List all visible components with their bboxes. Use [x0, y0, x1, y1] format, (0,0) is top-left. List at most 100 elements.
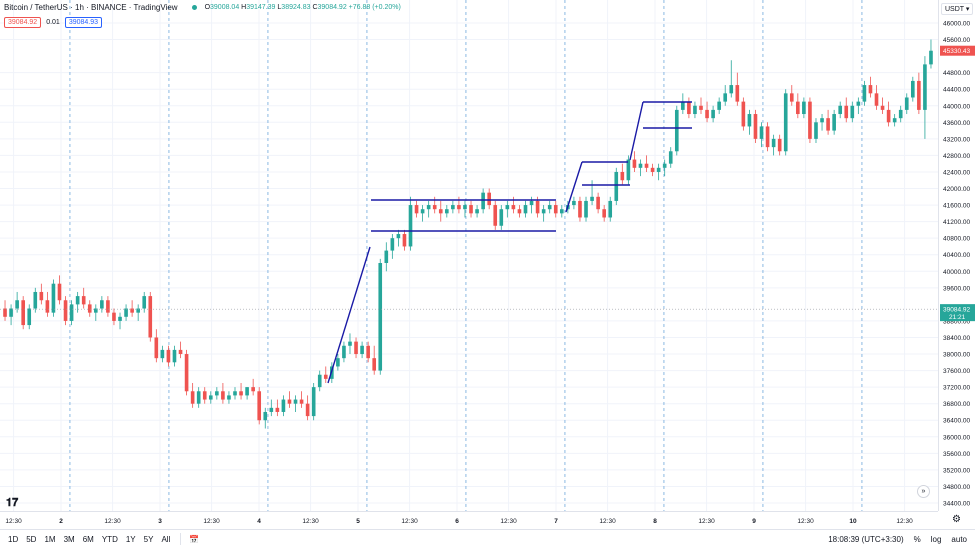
candle	[481, 188, 485, 214]
open-value: 39008.04	[210, 4, 240, 11]
candle-body	[535, 200, 540, 214]
candle	[15, 291, 19, 313]
chart-plot-area[interactable]	[0, 0, 938, 511]
candle	[844, 97, 849, 123]
timeframe-ytd[interactable]: YTD	[101, 534, 118, 544]
timeframe-1d[interactable]: 1D	[8, 534, 19, 544]
candle	[402, 229, 407, 251]
candle-body	[620, 171, 625, 181]
candle	[886, 101, 891, 127]
time-axis[interactable]: 12:30 2 12:30 3 12:30 4 12:30 5 12:30 6 12:30 7 12:3…	[0, 511, 938, 529]
candle-body	[838, 105, 843, 115]
candle	[650, 163, 655, 177]
timeframe-1y[interactable]: 1Y	[125, 534, 136, 544]
candle	[499, 205, 504, 230]
candle-body	[475, 209, 479, 214]
log-toggle[interactable]: log	[930, 534, 942, 544]
candle-body	[693, 105, 697, 115]
candle	[517, 205, 522, 218]
candle-body	[245, 387, 249, 396]
candle-body	[293, 399, 298, 404]
candle-body	[493, 205, 498, 226]
candle-body	[257, 391, 262, 421]
sell-button[interactable]: 39084.92	[4, 17, 42, 28]
candle	[445, 205, 449, 218]
buy-button[interactable]: 39084.93	[64, 17, 103, 28]
candle	[862, 80, 867, 106]
timeframe-3m[interactable]: 3M	[63, 534, 75, 544]
candle	[693, 101, 697, 119]
candle	[233, 387, 237, 400]
candle	[184, 349, 189, 396]
grid-layer	[0, 0, 938, 511]
tradingview-logo-icon[interactable]: 𝟏𝟕	[6, 497, 19, 509]
candle-body	[136, 308, 140, 313]
symbol-title[interactable]: Bitcoin / TetherUS · 1h · BINANCE · Trad…	[4, 3, 178, 12]
scroll-to-realtime-button[interactable]: »	[917, 485, 930, 498]
timeframe-5y[interactable]: 5Y	[143, 534, 154, 544]
candle-body	[336, 358, 340, 367]
candle	[208, 391, 213, 404]
candle	[898, 105, 903, 123]
candle	[172, 345, 177, 367]
time-tick-label: 4	[257, 518, 261, 525]
close-value: 39084.92	[317, 4, 347, 11]
candle	[656, 163, 661, 181]
auto-toggle[interactable]: auto	[951, 534, 967, 544]
percent-toggle[interactable]: %	[913, 534, 921, 544]
candle	[45, 291, 50, 317]
price-tick-label: 40800.00	[943, 236, 970, 243]
goto-date-calendar-icon[interactable]: 📅	[189, 534, 200, 544]
candle	[796, 93, 800, 119]
impulse-line-3[interactable]	[629, 101, 644, 161]
candle	[142, 291, 147, 313]
time-tick-label: 12:30	[500, 518, 517, 525]
price-tick-label: 35600.00	[943, 451, 970, 458]
candle-body	[184, 354, 189, 392]
settings-gear-icon[interactable]: ⚙	[952, 514, 961, 525]
price-tick-label: 35200.00	[943, 467, 970, 474]
candle-body	[572, 200, 576, 206]
candle-body	[923, 64, 927, 110]
candle-body	[529, 200, 534, 206]
currency-selector[interactable]: USDT ▾	[941, 3, 974, 15]
candle-body	[432, 205, 437, 210]
candle	[360, 341, 364, 359]
candle-body	[451, 205, 455, 210]
candle-body	[578, 200, 582, 218]
drawings	[327, 101, 692, 384]
candle-body	[735, 85, 740, 102]
time-tick-label: 12:30	[698, 518, 715, 525]
candle	[27, 304, 32, 330]
candle	[741, 97, 746, 131]
last-price-tag-bg	[940, 45, 975, 56]
candle-body	[360, 345, 364, 355]
candle-body	[263, 411, 268, 421]
clock-timezone[interactable]: 18:08:39 (UTC+3:30)	[828, 534, 904, 544]
timeframe-all[interactable]: All	[161, 534, 171, 544]
timeframe-6m[interactable]: 6M	[82, 534, 94, 544]
price-axis[interactable]: 46000.00 45600.00 44800.00 44400.00 44000.00…	[938, 0, 975, 511]
candle	[463, 200, 467, 218]
candle-body	[487, 192, 491, 206]
candle-body	[420, 209, 425, 214]
candle	[475, 205, 479, 218]
candle	[668, 147, 673, 168]
candle	[717, 97, 721, 115]
candle	[378, 258, 383, 375]
buy-sell-buttons: 39084.92 0.01 39084.93	[4, 17, 103, 28]
timeframe-5d[interactable]: 5D	[26, 534, 37, 544]
candle-body	[814, 122, 818, 139]
candle-body	[190, 391, 195, 404]
candle	[759, 122, 764, 148]
timeframe-1m[interactable]: 1M	[44, 534, 56, 544]
impulse-line-2[interactable]	[565, 161, 583, 213]
time-tick-label: 8	[653, 518, 657, 525]
candle	[765, 122, 770, 152]
impulse-line-1[interactable]	[327, 246, 371, 384]
candle-body	[9, 308, 13, 317]
candle	[929, 39, 933, 69]
candle	[553, 200, 558, 218]
candle-body	[215, 391, 219, 396]
candle	[136, 304, 140, 321]
